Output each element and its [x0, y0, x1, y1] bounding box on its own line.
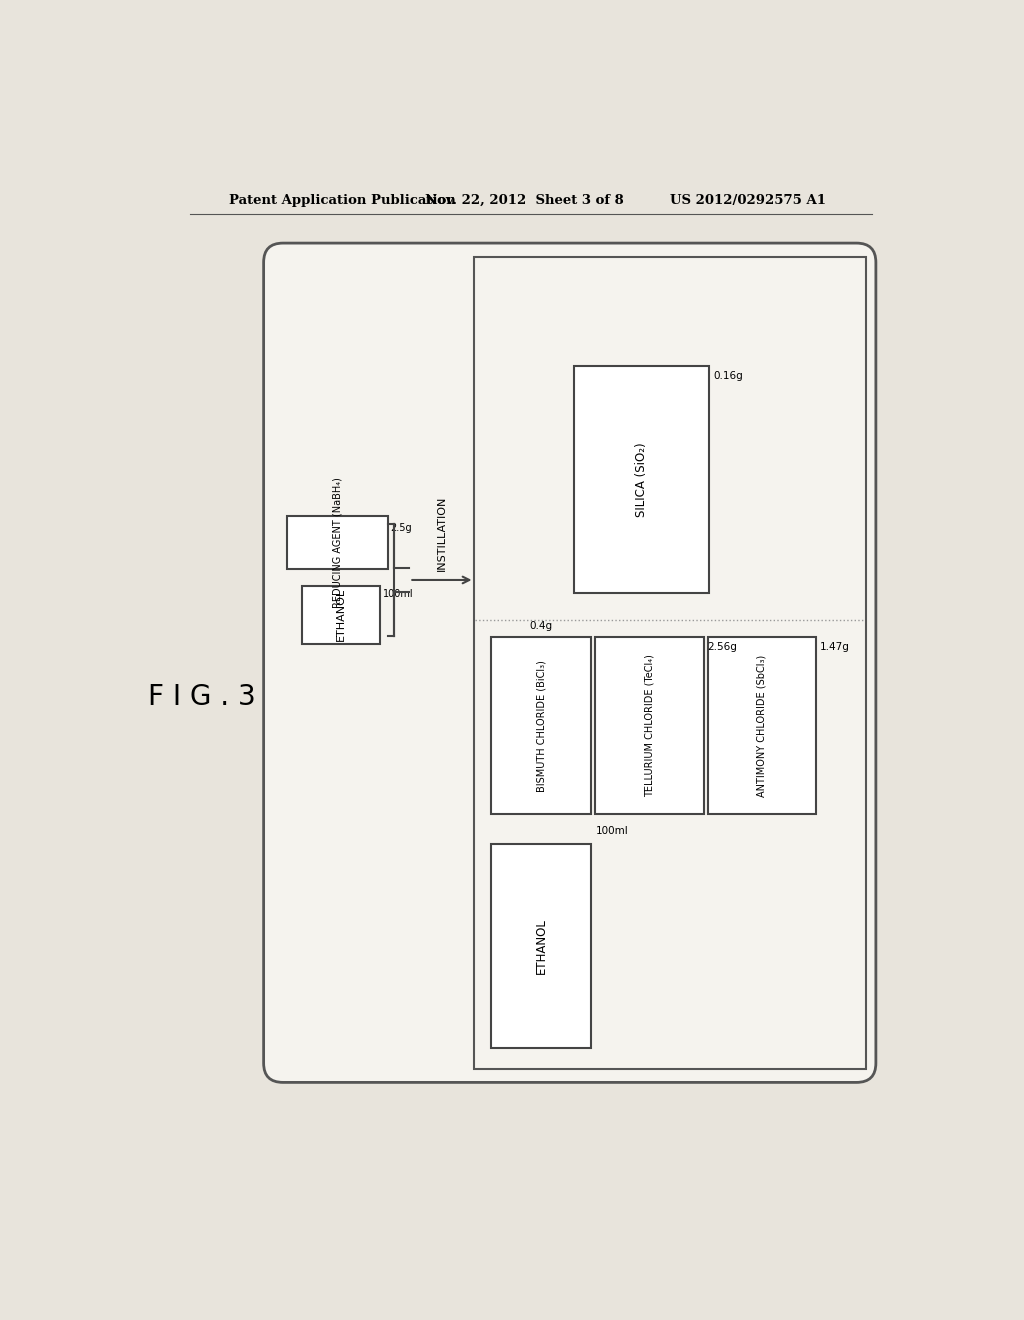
Text: 2.56g: 2.56g	[708, 642, 737, 652]
Text: 0.4g: 0.4g	[529, 622, 553, 631]
Bar	[573, 367, 710, 594]
Text: REDUCING AGENT (NaBH₄): REDUCING AGENT (NaBH₄)	[332, 478, 342, 609]
Text: INSTILLATION: INSTILLATION	[437, 495, 446, 570]
Text: Patent Application Publication: Patent Application Publication	[228, 194, 456, 207]
Text: ANTIMONY CHLORIDE (SbCl₃): ANTIMONY CHLORIDE (SbCl₃)	[757, 655, 767, 797]
FancyBboxPatch shape	[263, 243, 876, 1082]
Bar	[490, 638, 592, 814]
Text: ETHANOL: ETHANOL	[336, 589, 346, 642]
Text: F I G . 3: F I G . 3	[147, 684, 256, 711]
Text: ETHANOL: ETHANOL	[535, 917, 548, 974]
Text: TELLURIUM CHLORIDE (TeCl₄): TELLURIUM CHLORIDE (TeCl₄)	[644, 655, 654, 797]
Text: SILICA (SiO₂): SILICA (SiO₂)	[635, 442, 648, 517]
Text: 1.47g: 1.47g	[820, 642, 850, 652]
Bar	[287, 516, 388, 569]
Bar	[490, 843, 592, 1048]
Text: 0.16g: 0.16g	[713, 371, 742, 381]
Text: 100ml: 100ml	[383, 589, 414, 599]
Bar	[595, 638, 703, 814]
Bar	[708, 638, 816, 814]
Text: US 2012/0292575 A1: US 2012/0292575 A1	[670, 194, 825, 207]
Bar	[474, 257, 866, 1069]
Bar	[302, 586, 380, 644]
Text: 100ml: 100ml	[595, 826, 628, 836]
Text: BISMUTH CHLORIDE (BiCl₃): BISMUTH CHLORIDE (BiCl₃)	[537, 660, 546, 792]
Text: 2.5g: 2.5g	[391, 523, 413, 532]
Text: Nov. 22, 2012  Sheet 3 of 8: Nov. 22, 2012 Sheet 3 of 8	[425, 194, 625, 207]
